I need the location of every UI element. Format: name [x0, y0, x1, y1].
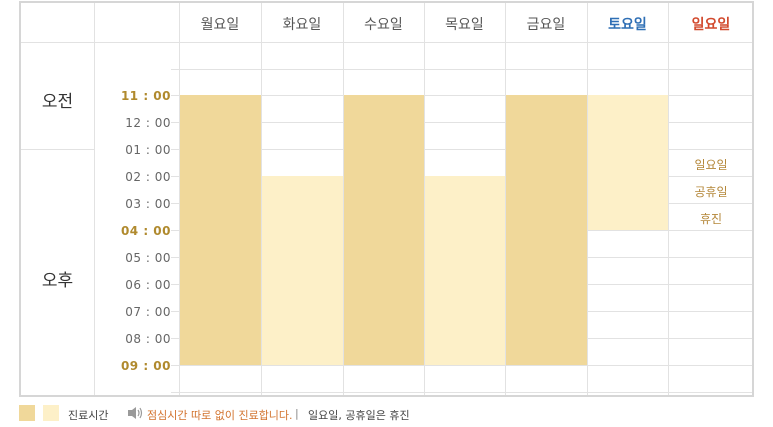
- time-label: 08 : 00: [125, 332, 171, 346]
- time-label: 12 : 00: [125, 116, 171, 130]
- hours-bar: [344, 95, 424, 365]
- legend-swatch-light: [43, 405, 59, 421]
- grid-divider: [171, 95, 752, 96]
- legend-label: 진료시간: [68, 409, 109, 422]
- time-label: 04 : 00: [120, 224, 171, 238]
- day-header: 금요일: [526, 17, 566, 33]
- hours-bar: [425, 176, 505, 365]
- period-am-label: 오전: [41, 92, 74, 112]
- grid-divider: [21, 42, 752, 43]
- time-label: 11 : 00: [120, 89, 171, 103]
- day-header: 목요일: [445, 17, 484, 33]
- hours-bar: [262, 176, 343, 365]
- day-header: 화요일: [282, 17, 322, 33]
- day-header: 일요일: [691, 17, 731, 33]
- time-label: 06 : 00: [125, 278, 171, 292]
- time-label: 02 : 00: [125, 170, 171, 184]
- period-pm-label: 오후: [41, 271, 74, 291]
- grid-divider: [343, 3, 344, 395]
- time-label: 01 : 00: [125, 143, 171, 157]
- grid-divider: [21, 149, 94, 150]
- grid-divider: [505, 3, 506, 395]
- sunday-note-item: 휴진: [699, 212, 723, 226]
- legend-separator: |: [295, 407, 299, 420]
- schedule-table: 월요일 화요일 수요일 목요일 금요일 토요일 일요일 오전 오후 11 : 00 12 : …: [19, 1, 754, 397]
- hours-bar: [506, 95, 587, 365]
- grid-divider: [171, 392, 752, 393]
- sunday-note-item: 일요일: [694, 158, 728, 172]
- grid-divider: [171, 365, 752, 366]
- grid-divider: [587, 3, 588, 395]
- grid-divider: [94, 3, 95, 395]
- legend: 진료시간 점심시간 따로 없이 진료합니다. | 일요일, 공휴일은 휴진: [19, 404, 759, 424]
- hours-bar: [588, 95, 668, 230]
- day-header: 월요일: [200, 17, 240, 33]
- grid-divider: [668, 3, 669, 395]
- time-label: 03 : 00: [125, 197, 171, 211]
- sunday-note-item: 공휴일: [694, 185, 728, 199]
- hours-bar: [180, 95, 261, 365]
- grid-divider: [261, 3, 262, 395]
- grid-divider: [424, 3, 425, 395]
- grid-divider: [171, 149, 752, 150]
- day-header: 토요일: [608, 17, 647, 33]
- time-label: 05 : 00: [125, 251, 171, 265]
- time-label: 07 : 00: [125, 305, 171, 319]
- speaker-icon: [128, 407, 143, 419]
- legend-note: 점심시간 따로 없이 진료합니다.: [147, 409, 293, 422]
- grid-divider: [171, 69, 752, 70]
- grid-divider: [171, 122, 752, 123]
- legend-swatch-dark: [19, 405, 35, 421]
- day-header: 수요일: [364, 17, 403, 33]
- grid-divider: [179, 3, 180, 395]
- legend-closed-note: 일요일, 공휴일은 휴진: [308, 409, 410, 422]
- time-label: 09 : 00: [120, 359, 171, 373]
